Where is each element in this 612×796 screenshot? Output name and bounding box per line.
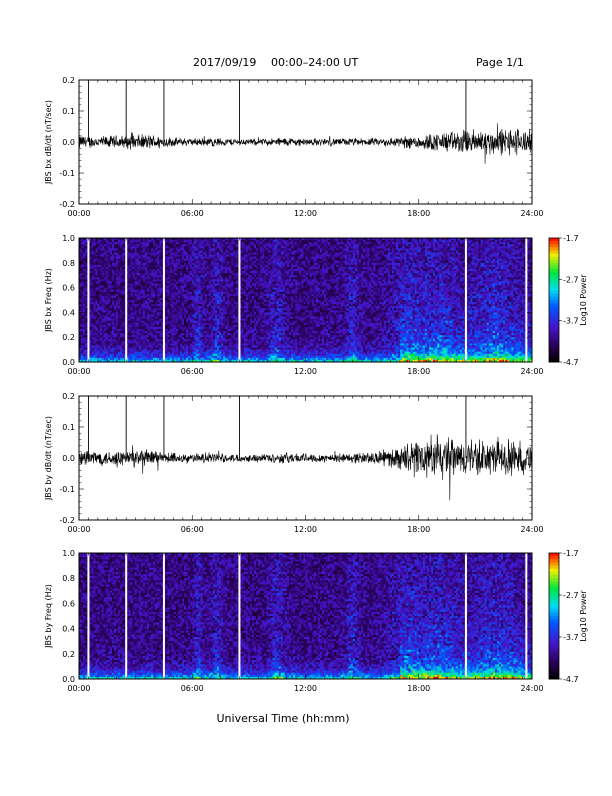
- y-tick-label: 0.0: [62, 454, 75, 463]
- data-gap: [525, 553, 527, 679]
- x-tick-label: 24:00: [520, 209, 543, 218]
- x-tick-label: 06:00: [181, 525, 204, 534]
- x-tick-label: 06:00: [181, 367, 204, 376]
- bx-dbdt-panel: 00:00 06:00 12:00 18:00 24:00 0.2 0.1 0.0 -0.1 -0…: [44, 76, 544, 218]
- y-axis-label: JBS by dB/dt (nT/sec): [44, 416, 53, 501]
- data-gap: [238, 553, 240, 679]
- x-tick-label: 06:00: [181, 684, 204, 693]
- x-tick-label: 00:00: [67, 367, 90, 376]
- page-label: Page 1/1: [476, 56, 524, 69]
- x-tick-label: 12:00: [294, 525, 317, 534]
- y-tick-label: 0.0: [62, 675, 75, 684]
- colorbar-tick-label: -4.7: [563, 358, 579, 367]
- data-gap: [125, 553, 127, 679]
- y-tick-label: -0.2: [59, 516, 75, 525]
- y-tick-label: 0.6: [62, 284, 75, 293]
- colorbar-tick-label: -4.7: [563, 675, 579, 684]
- x-tick-label: 12:00: [294, 684, 317, 693]
- data-gap: [163, 553, 165, 679]
- y-axis-label: JBS bx Freq (Hz): [44, 268, 53, 333]
- y-tick-label: 1.0: [62, 234, 75, 243]
- y-axis-label: JBS bx dB/dt (nT/sec): [44, 100, 53, 185]
- colorbar-tick-label: -3.7: [563, 317, 579, 326]
- y-tick-label: 0.2: [62, 76, 75, 85]
- y-tick-label: 0.2: [62, 392, 75, 401]
- data-gap: [525, 238, 527, 362]
- colorbar-tick-label: -1.7: [563, 234, 579, 243]
- y-axis-label: JBS by Freq (Hz): [44, 584, 53, 649]
- y-tick-label: 0.0: [62, 358, 75, 367]
- y-tick-label: 0.8: [62, 259, 75, 268]
- colorbar-tick-label: -2.7: [563, 275, 579, 284]
- x-tick-label: 18:00: [407, 684, 430, 693]
- colorbar-tick-label: -2.7: [563, 591, 579, 600]
- colorbar-tick-label: -3.7: [563, 633, 579, 642]
- colorbar: -1.7 -2.7 -3.7 -4.7 Log10 Power: [549, 234, 588, 367]
- x-tick-label: 12:00: [294, 367, 317, 376]
- y-tick-label: 0.2: [62, 650, 75, 659]
- x-tick-label: 12:00: [294, 209, 317, 218]
- y-tick-label: 1.0: [62, 549, 75, 558]
- x-tick-label: 24:00: [520, 367, 543, 376]
- x-tick-label: 00:00: [67, 684, 90, 693]
- x-tick-label: 00:00: [67, 525, 90, 534]
- by-dbdt-panel: 00:00 06:00 12:00 18:00 24:00 0.2 0.1 0.0 -0.1 -0…: [44, 392, 544, 534]
- bx-spectrogram-panel: -1.7 -2.7 -3.7 -4.7 Log10 Power 00:00 06:00 12:…: [44, 234, 588, 376]
- y-tick-label: 0.6: [62, 599, 75, 608]
- data-gap: [87, 238, 89, 362]
- y-tick-label: -0.1: [59, 169, 75, 178]
- range-label: 00:00–24:00 UT: [271, 56, 358, 69]
- data-gap: [465, 553, 467, 679]
- colorbar-label: Log10 Power: [579, 274, 588, 326]
- x-axis-label: Universal Time (hh:mm): [217, 712, 350, 725]
- x-tick-label: 24:00: [520, 525, 543, 534]
- series-line: [79, 434, 532, 500]
- colorbar: -1.7 -2.7 -3.7 -4.7 Log10 Power: [549, 549, 588, 684]
- data-gap: [163, 238, 165, 362]
- x-tick-label: 00:00: [67, 209, 90, 218]
- x-tick-label: 18:00: [407, 525, 430, 534]
- data-gap: [465, 238, 467, 362]
- colorbar-tick-label: -1.7: [563, 549, 579, 558]
- y-tick-label: -0.1: [59, 485, 75, 494]
- y-tick-label: -0.2: [59, 200, 75, 209]
- data-gap: [87, 553, 89, 679]
- date-label: 2017/09/19: [193, 56, 256, 69]
- spectrogram-cells: [79, 553, 532, 679]
- x-tick-label: 18:00: [407, 367, 430, 376]
- y-tick-label: 0.1: [62, 423, 75, 432]
- by-spectrogram-panel: -1.7 -2.7 -3.7 -4.7 Log10 Power 00:00 06:00 12:…: [44, 549, 588, 693]
- y-tick-label: 0.2: [62, 333, 75, 342]
- y-tick-label: 0.1: [62, 107, 75, 116]
- x-tick-label: 24:00: [520, 684, 543, 693]
- spectrogram-cells: [79, 238, 532, 362]
- data-gap: [238, 238, 240, 362]
- y-tick-label: 0.4: [62, 625, 75, 634]
- colorbar-label: Log10 Power: [579, 590, 588, 642]
- y-tick-label: 0.0: [62, 138, 75, 147]
- x-tick-label: 06:00: [181, 209, 204, 218]
- y-tick-label: 0.8: [62, 574, 75, 583]
- x-tick-label: 18:00: [407, 209, 430, 218]
- series-line: [79, 123, 532, 164]
- data-gap: [125, 238, 127, 362]
- y-tick-label: 0.4: [62, 308, 75, 317]
